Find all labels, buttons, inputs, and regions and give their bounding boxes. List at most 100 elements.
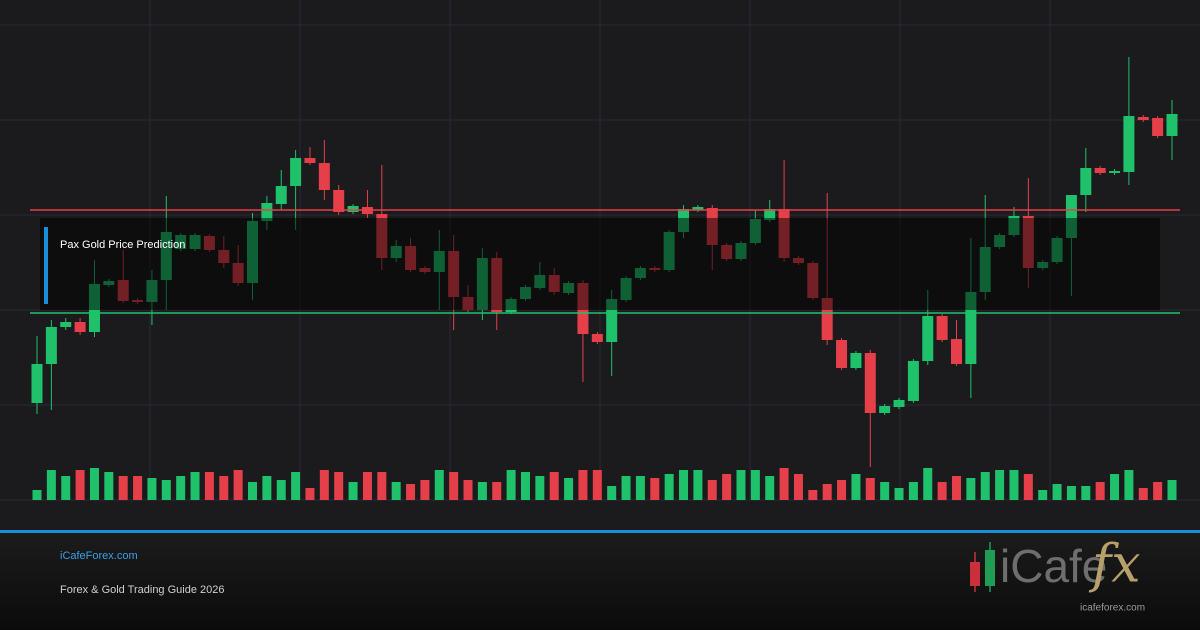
volume-bar [808, 490, 818, 500]
volume-bar [319, 470, 329, 500]
site-link[interactable]: iCafeForex.com [60, 550, 138, 562]
volume-bar [506, 470, 516, 500]
candle-body [893, 400, 905, 407]
candle-body [333, 190, 345, 212]
volume-bar [865, 478, 875, 500]
candle-body [936, 316, 948, 340]
volume-bar [750, 470, 760, 500]
volume-bar [1009, 470, 1019, 500]
volume-bar [592, 470, 602, 500]
candle-body [1109, 171, 1121, 173]
volume-bar [434, 470, 444, 500]
volume-bar [722, 474, 732, 500]
volume-bar [880, 482, 890, 500]
volume-bar [32, 490, 42, 500]
candle-body [1166, 114, 1178, 136]
volume-bar [262, 476, 272, 500]
volume-bar [1023, 474, 1033, 500]
footer-background [0, 530, 1200, 630]
volume-bar [46, 470, 56, 500]
volume-bar [391, 482, 401, 500]
volume-bar [837, 480, 847, 500]
volume-bar [348, 482, 358, 500]
volume-bar [549, 472, 559, 500]
volume-bar [765, 476, 775, 500]
volume-bar [1081, 486, 1091, 500]
volume-bar [923, 468, 933, 500]
volume-bar [1167, 480, 1177, 500]
volume-bar [406, 484, 416, 500]
volume-bar [564, 478, 574, 500]
volume-bar [1038, 490, 1048, 500]
logo-url: icafeforex.com [1080, 603, 1145, 614]
volume-bar [966, 478, 976, 500]
volume-bar [133, 476, 143, 500]
volume-bar [693, 470, 703, 500]
candle-body [591, 334, 603, 342]
volume-bar [995, 470, 1005, 500]
candle-body [45, 327, 57, 364]
volume-bar [362, 472, 372, 500]
volume-bar [305, 488, 315, 500]
volume-bar [118, 476, 128, 500]
candle-body [965, 292, 977, 364]
candle-body [1123, 116, 1135, 172]
volume-bar [276, 480, 286, 500]
volume-bar [607, 486, 617, 500]
volume-bar [578, 470, 588, 500]
volume-bar [1095, 482, 1105, 500]
volume-bar [161, 480, 171, 500]
volume-bar [736, 470, 746, 500]
volume-bar [1124, 470, 1134, 500]
title-accent [44, 227, 48, 304]
volume-bar [1153, 482, 1163, 500]
volume-bar [334, 472, 344, 500]
volume-bar [679, 470, 689, 500]
volume-bar [492, 482, 502, 500]
candle-body [31, 364, 43, 403]
candle-body [879, 406, 891, 413]
volume-bar [291, 472, 301, 500]
volume-bar [621, 476, 631, 500]
volume-bar [463, 480, 473, 500]
candle-body [261, 203, 273, 221]
volume-bar [176, 476, 186, 500]
volume-bar [664, 474, 674, 500]
candle-body [836, 340, 848, 368]
volume-bar [1110, 474, 1120, 500]
levels [30, 209, 1180, 314]
volume-bar [793, 474, 803, 500]
volume-bar [520, 472, 530, 500]
candle-body [1094, 168, 1106, 173]
logo-main: iCafe [1000, 540, 1107, 592]
candle-body [850, 353, 862, 368]
candle-body [74, 322, 86, 332]
volume-bar [420, 480, 430, 500]
volume-bar [650, 478, 660, 500]
candle-body [950, 339, 962, 364]
volume-bar [822, 484, 832, 500]
volume-bar [937, 482, 947, 500]
volume-bar [1066, 486, 1076, 500]
volume-bar [908, 482, 918, 500]
candle-body [922, 316, 934, 361]
volume-bar [894, 488, 904, 500]
volume-bar [635, 476, 645, 500]
volume-bar [477, 482, 487, 500]
candle-body [1080, 168, 1092, 195]
volume-bar [219, 476, 229, 500]
volume-bar [190, 472, 200, 500]
volume-bar [535, 476, 545, 500]
subtitle: Forex & Gold Trading Guide 2026 [60, 584, 224, 596]
candle-body [318, 163, 330, 190]
volume-bar [61, 476, 71, 500]
volume-bar [779, 468, 789, 500]
chart-title: Pax Gold Price Prediction [60, 239, 185, 251]
volume-bar [204, 472, 214, 500]
candle-body [347, 206, 359, 212]
candle-body [290, 158, 302, 186]
title-band [40, 218, 1160, 310]
volume-bar [147, 478, 157, 500]
candle-body [1152, 118, 1164, 136]
